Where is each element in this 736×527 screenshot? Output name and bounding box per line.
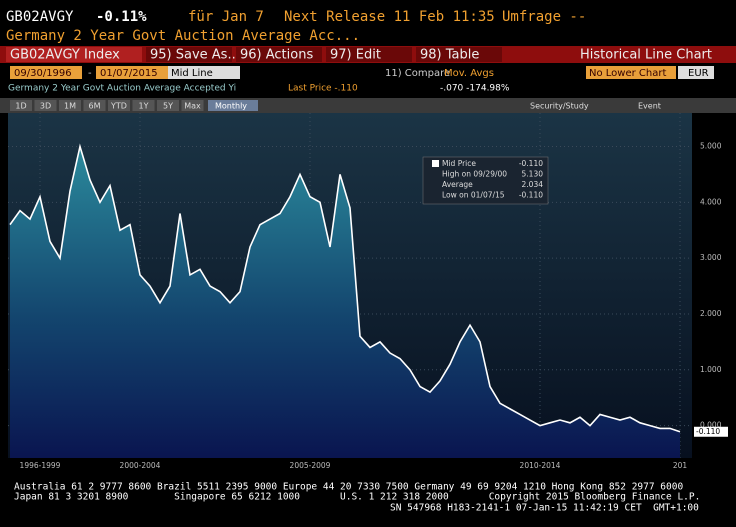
period-button[interactable] (83, 100, 106, 111)
footer-line: Australia 61 2 9777 8600 Brazil 5511 239… (14, 482, 683, 493)
toolbar-button-label: 95) Save As... (150, 48, 240, 63)
period-button[interactable] (59, 100, 81, 111)
date: für Jan 7 (188, 9, 264, 25)
description: Germany 2 Year Govt Auction Average Acc.… (6, 28, 360, 44)
y-tick-label: 2.000 (700, 309, 722, 318)
last-price: Last Price -.110 (288, 84, 358, 94)
separator: - (88, 68, 92, 79)
x-tick-label: 2005-2009 (290, 461, 331, 470)
y-tick-label: 3.000 (700, 253, 722, 262)
x-tick-label: 201 (673, 461, 688, 470)
legend-label: High on 09/29/00 (442, 170, 507, 179)
currency: EUR (688, 68, 709, 79)
period-button[interactable] (108, 100, 130, 111)
y-tick-label: 0.000 (700, 421, 722, 430)
last-label: -0.110 (696, 427, 720, 436)
legend-value: -0.110 (519, 159, 543, 168)
compare[interactable]: 11) Compare (385, 68, 450, 79)
tool-label[interactable]: Security/Study (530, 102, 589, 111)
period-label: 1Y (139, 102, 149, 111)
period-label: 5Y (163, 102, 173, 111)
line (9, 143, 681, 433)
toolbar-button[interactable] (146, 47, 232, 62)
change: -0.11% (96, 9, 147, 25)
period-button[interactable] (132, 100, 155, 111)
toolbar-button-label: 97) Edit (330, 48, 381, 63)
period-button[interactable] (181, 100, 204, 111)
legend-label: Average (442, 180, 473, 189)
lower-chart-field[interactable] (586, 66, 676, 79)
security-box[interactable] (6, 47, 142, 62)
info-change: -.070 -174.98% (440, 84, 510, 94)
legend-label: Mid Price (442, 159, 476, 168)
x-tick-label: 1996-1999 (20, 461, 61, 470)
lower-chart: No Lower Chart (589, 68, 666, 79)
legend-swatch (432, 160, 439, 167)
view-title: Historical Line Chart (580, 48, 712, 63)
legend-value: 2.034 (522, 180, 544, 189)
end-date: 01/07/2015 (100, 68, 158, 79)
footer-line: Japan 81 3 3201 8900 Singapore 65 6212 1… (14, 492, 700, 503)
ticker: GB02AVGY (6, 9, 74, 25)
toolbar-button-label: 96) Actions (240, 48, 313, 63)
tool-label[interactable]: Event (638, 102, 661, 111)
frequency-label: Monthly (215, 102, 247, 111)
period-button[interactable] (10, 100, 32, 111)
series-name: Germany 2 Year Govt Auction Average Acce… (8, 84, 236, 94)
y-tick-label: 1.000 (700, 365, 722, 374)
toolbar-button[interactable] (236, 47, 322, 62)
x-tick-label: 2010-2014 (520, 461, 561, 470)
mov-avgs[interactable]: Mov. Avgs (444, 68, 494, 79)
period-button[interactable] (34, 100, 57, 111)
mode-field[interactable] (168, 66, 240, 79)
start-date: 09/30/1996 (14, 68, 72, 79)
security: GB02AVGY Index (10, 48, 120, 63)
x-tick-label: 2000-2004 (120, 461, 161, 470)
period-label: 1M (64, 102, 76, 111)
legend (422, 156, 549, 205)
period-button[interactable] (157, 100, 179, 111)
legend-value: -0.110 (519, 191, 543, 200)
survey: Umfrage -- (502, 9, 586, 25)
y-tick-label: 4.000 (700, 197, 722, 206)
end-field[interactable] (96, 66, 168, 79)
toolbar-button[interactable] (326, 47, 412, 62)
last-label-box (694, 426, 728, 437)
toolbar-button-label: 98) Table (420, 48, 479, 63)
toolbar-button[interactable] (416, 47, 502, 62)
y-tick-label: 5.000 (700, 141, 722, 150)
period-label: 3D (40, 102, 51, 111)
footer-line: SN 547968 H183-2141-1 07-Jan-15 11:42:19… (390, 503, 699, 514)
period-label: Max (184, 102, 201, 111)
period-label: 6M (89, 102, 101, 111)
area-fill (10, 146, 680, 458)
mode: Mid Line (171, 68, 213, 79)
start-field[interactable] (10, 66, 82, 79)
currency-field[interactable] (678, 66, 714, 79)
period-label: 1D (15, 102, 26, 111)
legend-value: 5.130 (522, 170, 544, 179)
legend-label: Low on 01/07/15 (442, 191, 505, 200)
frequency-button[interactable] (208, 100, 258, 111)
period-label: YTD (110, 102, 127, 111)
next-release: Next Release 11 Feb 11:35 (284, 9, 495, 25)
